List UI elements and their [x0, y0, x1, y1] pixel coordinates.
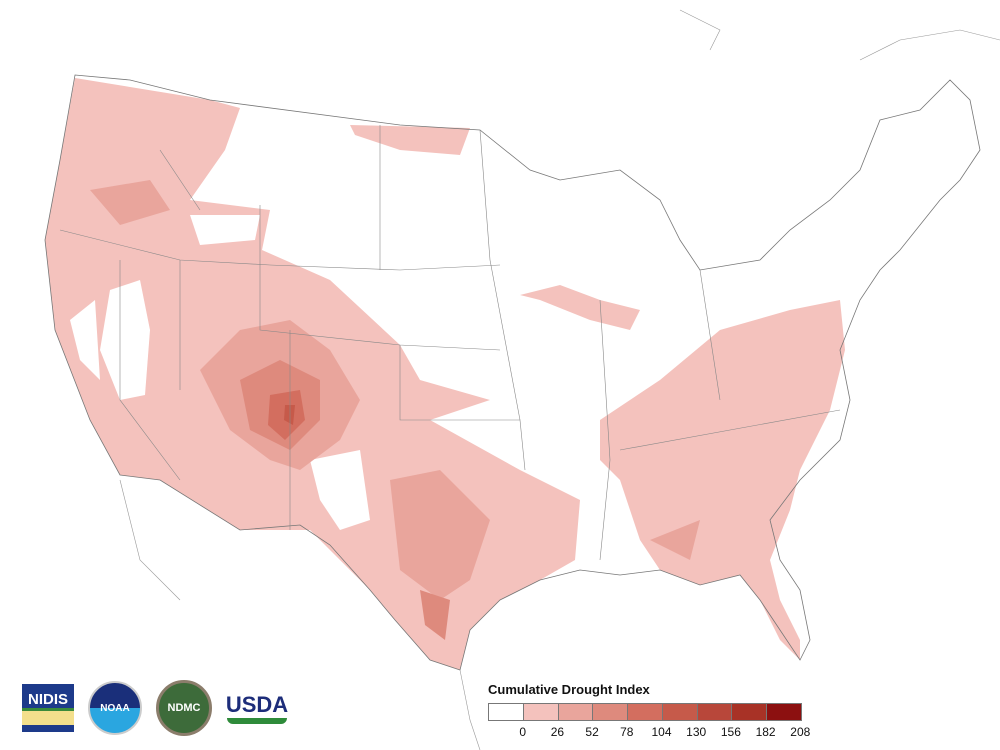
drought-level-5-areas: [284, 405, 295, 425]
legend-tick-label: 182: [755, 725, 776, 739]
nidis-logo-text: NIDIS: [27, 691, 68, 708]
usda-logo-text: USDA: [225, 692, 289, 717]
noaa-logo-text: NOAA: [100, 702, 130, 714]
legend-tick-label: 156: [720, 725, 741, 739]
legend-tick-label: 130: [686, 725, 707, 739]
legend: Cumulative Drought Index 0 26 52 78 104 130 15…: [488, 682, 810, 741]
legend-ticks: 0 26 52 78 104 130 156 182 208: [488, 725, 810, 741]
legend-swatch: [628, 704, 663, 720]
legend-swatch: [523, 704, 559, 720]
legend-swatch: [662, 704, 698, 720]
ndmc-logo-text: NDMC: [167, 702, 201, 714]
canada-mexico-coastlines: [119, 9, 1000, 750]
usda-logo: USDA: [226, 688, 288, 728]
legend-swatch: [767, 704, 802, 720]
drought-holes: [70, 215, 370, 530]
legend-swatch: [732, 704, 768, 720]
legend-title: Cumulative Drought Index: [488, 682, 650, 697]
ndmc-logo: NDMC: [156, 680, 212, 736]
drought-level-2-areas: [90, 180, 700, 600]
legend-swatch: [593, 704, 629, 720]
nidis-logo: NIDIS: [22, 684, 74, 732]
noaa-logo: NOAA: [88, 681, 142, 735]
legend-swatch: [558, 704, 594, 720]
legend-tick-label: 78: [620, 725, 634, 739]
us-outline: [44, 74, 981, 671]
state-boundaries: [59, 125, 841, 561]
legend-tick-label: 0: [519, 725, 527, 739]
legend-tick-label: 208: [790, 725, 811, 739]
legend-tick-label: 52: [585, 725, 599, 739]
legend-color-bar: [488, 703, 802, 721]
logos: NIDIS NOAA NDMC USDA: [22, 680, 288, 736]
legend-swatch: [489, 704, 524, 720]
legend-swatch: [697, 704, 733, 720]
legend-tick-label: 26: [550, 725, 565, 739]
legend-tick-label: 104: [651, 725, 672, 739]
